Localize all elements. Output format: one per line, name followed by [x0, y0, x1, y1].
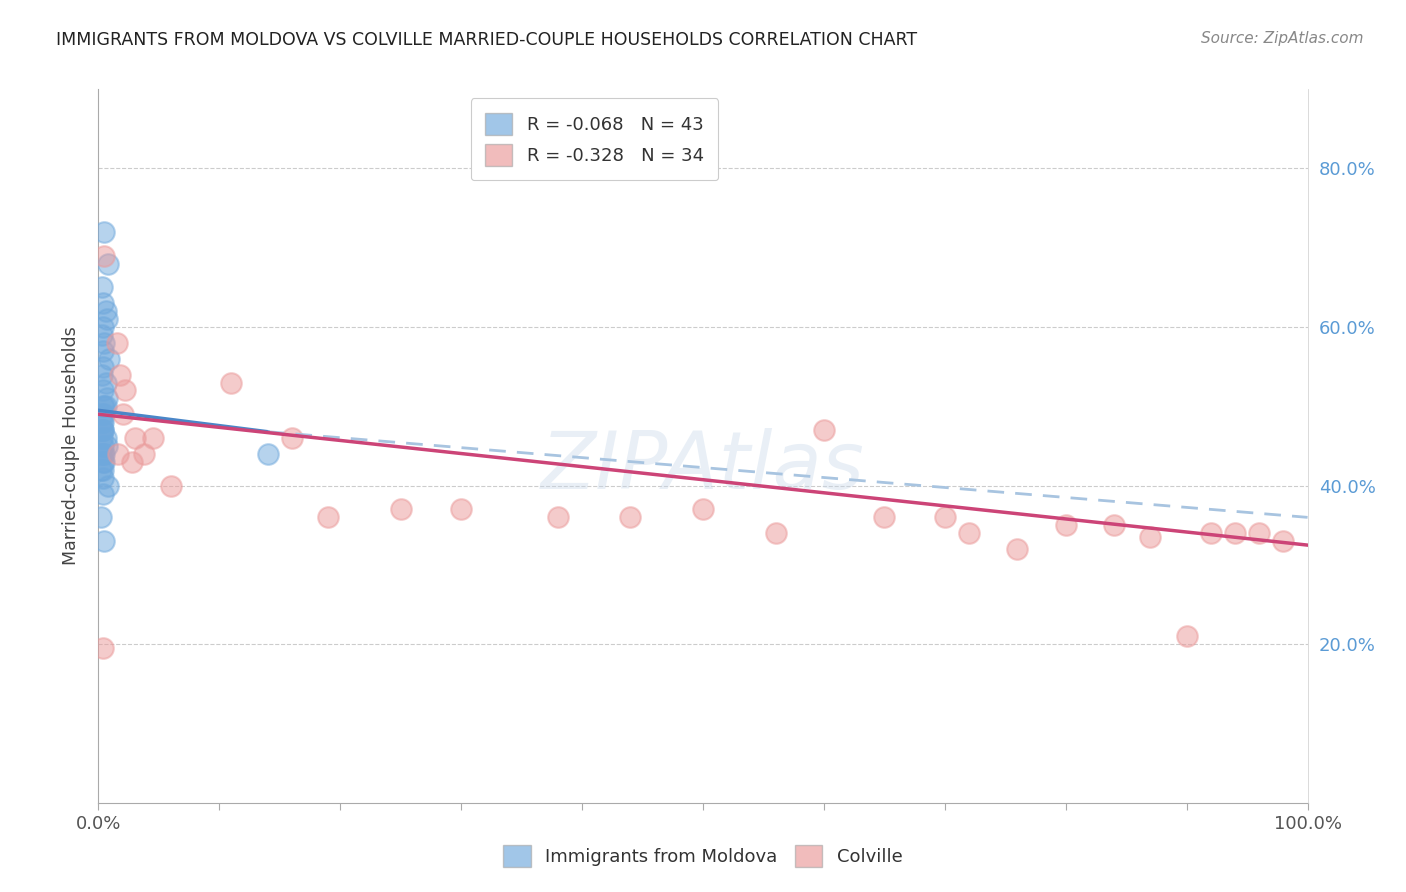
Text: ZIPAtlas: ZIPAtlas — [541, 428, 865, 507]
Point — [91, 359, 114, 374]
Point — [108, 368, 131, 382]
Point — [93, 400, 115, 414]
Point — [142, 431, 165, 445]
Point — [93, 249, 115, 263]
Point — [121, 455, 143, 469]
Point — [160, 478, 183, 492]
Point — [91, 343, 114, 358]
Point — [450, 502, 472, 516]
Point — [93, 534, 115, 549]
Point — [91, 455, 114, 469]
Point — [619, 510, 641, 524]
Point — [389, 502, 412, 516]
Legend: Immigrants from Moldova, Colville: Immigrants from Moldova, Colville — [496, 838, 910, 874]
Point — [94, 431, 117, 445]
Point — [91, 641, 114, 656]
Point — [91, 320, 114, 334]
Point — [91, 447, 114, 461]
Point — [91, 384, 114, 398]
Point — [93, 447, 115, 461]
Point — [692, 502, 714, 516]
Point — [1054, 518, 1077, 533]
Point — [957, 526, 980, 541]
Point — [91, 415, 114, 429]
Point — [1249, 526, 1271, 541]
Text: IMMIGRANTS FROM MOLDOVA VS COLVILLE MARRIED-COUPLE HOUSEHOLDS CORRELATION CHART: IMMIGRANTS FROM MOLDOVA VS COLVILLE MARR… — [56, 31, 917, 49]
Point — [1223, 526, 1246, 541]
Point — [813, 423, 835, 437]
Point — [91, 423, 114, 437]
Point — [94, 376, 117, 390]
Point — [96, 312, 118, 326]
Point — [93, 335, 115, 350]
Legend: R = -0.068   N = 43, R = -0.328   N = 34: R = -0.068 N = 43, R = -0.328 N = 34 — [471, 98, 718, 180]
Point — [91, 328, 114, 343]
Point — [1007, 542, 1029, 557]
Point — [1272, 534, 1295, 549]
Point — [256, 447, 278, 461]
Point — [96, 392, 118, 406]
Point — [765, 526, 787, 541]
Point — [93, 455, 115, 469]
Point — [114, 384, 136, 398]
Point — [873, 510, 896, 524]
Text: Source: ZipAtlas.com: Source: ZipAtlas.com — [1201, 31, 1364, 46]
Point — [97, 478, 120, 492]
Point — [316, 510, 339, 524]
Point — [90, 510, 112, 524]
Point — [547, 510, 569, 524]
Point — [221, 376, 243, 390]
Point — [90, 447, 112, 461]
Point — [107, 447, 129, 461]
Point — [96, 439, 118, 453]
Point — [91, 415, 114, 429]
Point — [90, 463, 112, 477]
Point — [281, 431, 304, 445]
Point — [97, 257, 120, 271]
Point — [93, 225, 115, 239]
Point — [91, 296, 114, 310]
Point — [94, 304, 117, 318]
Point — [111, 407, 134, 421]
Point — [93, 407, 115, 421]
Point — [1139, 530, 1161, 544]
Point — [91, 486, 114, 500]
Point — [91, 431, 114, 445]
Point — [98, 351, 121, 366]
Point — [91, 368, 114, 382]
Point — [91, 407, 114, 421]
Point — [94, 400, 117, 414]
Point — [134, 447, 156, 461]
Point — [91, 423, 114, 437]
Point — [934, 510, 956, 524]
Point — [91, 423, 114, 437]
Point — [1199, 526, 1222, 541]
Point — [91, 400, 114, 414]
Point — [91, 471, 114, 485]
Point — [1175, 629, 1198, 643]
Point — [91, 463, 114, 477]
Point — [105, 335, 128, 350]
Point — [1102, 518, 1125, 533]
Y-axis label: Married-couple Households: Married-couple Households — [62, 326, 80, 566]
Point — [91, 280, 114, 294]
Point — [124, 431, 146, 445]
Point — [91, 439, 114, 453]
